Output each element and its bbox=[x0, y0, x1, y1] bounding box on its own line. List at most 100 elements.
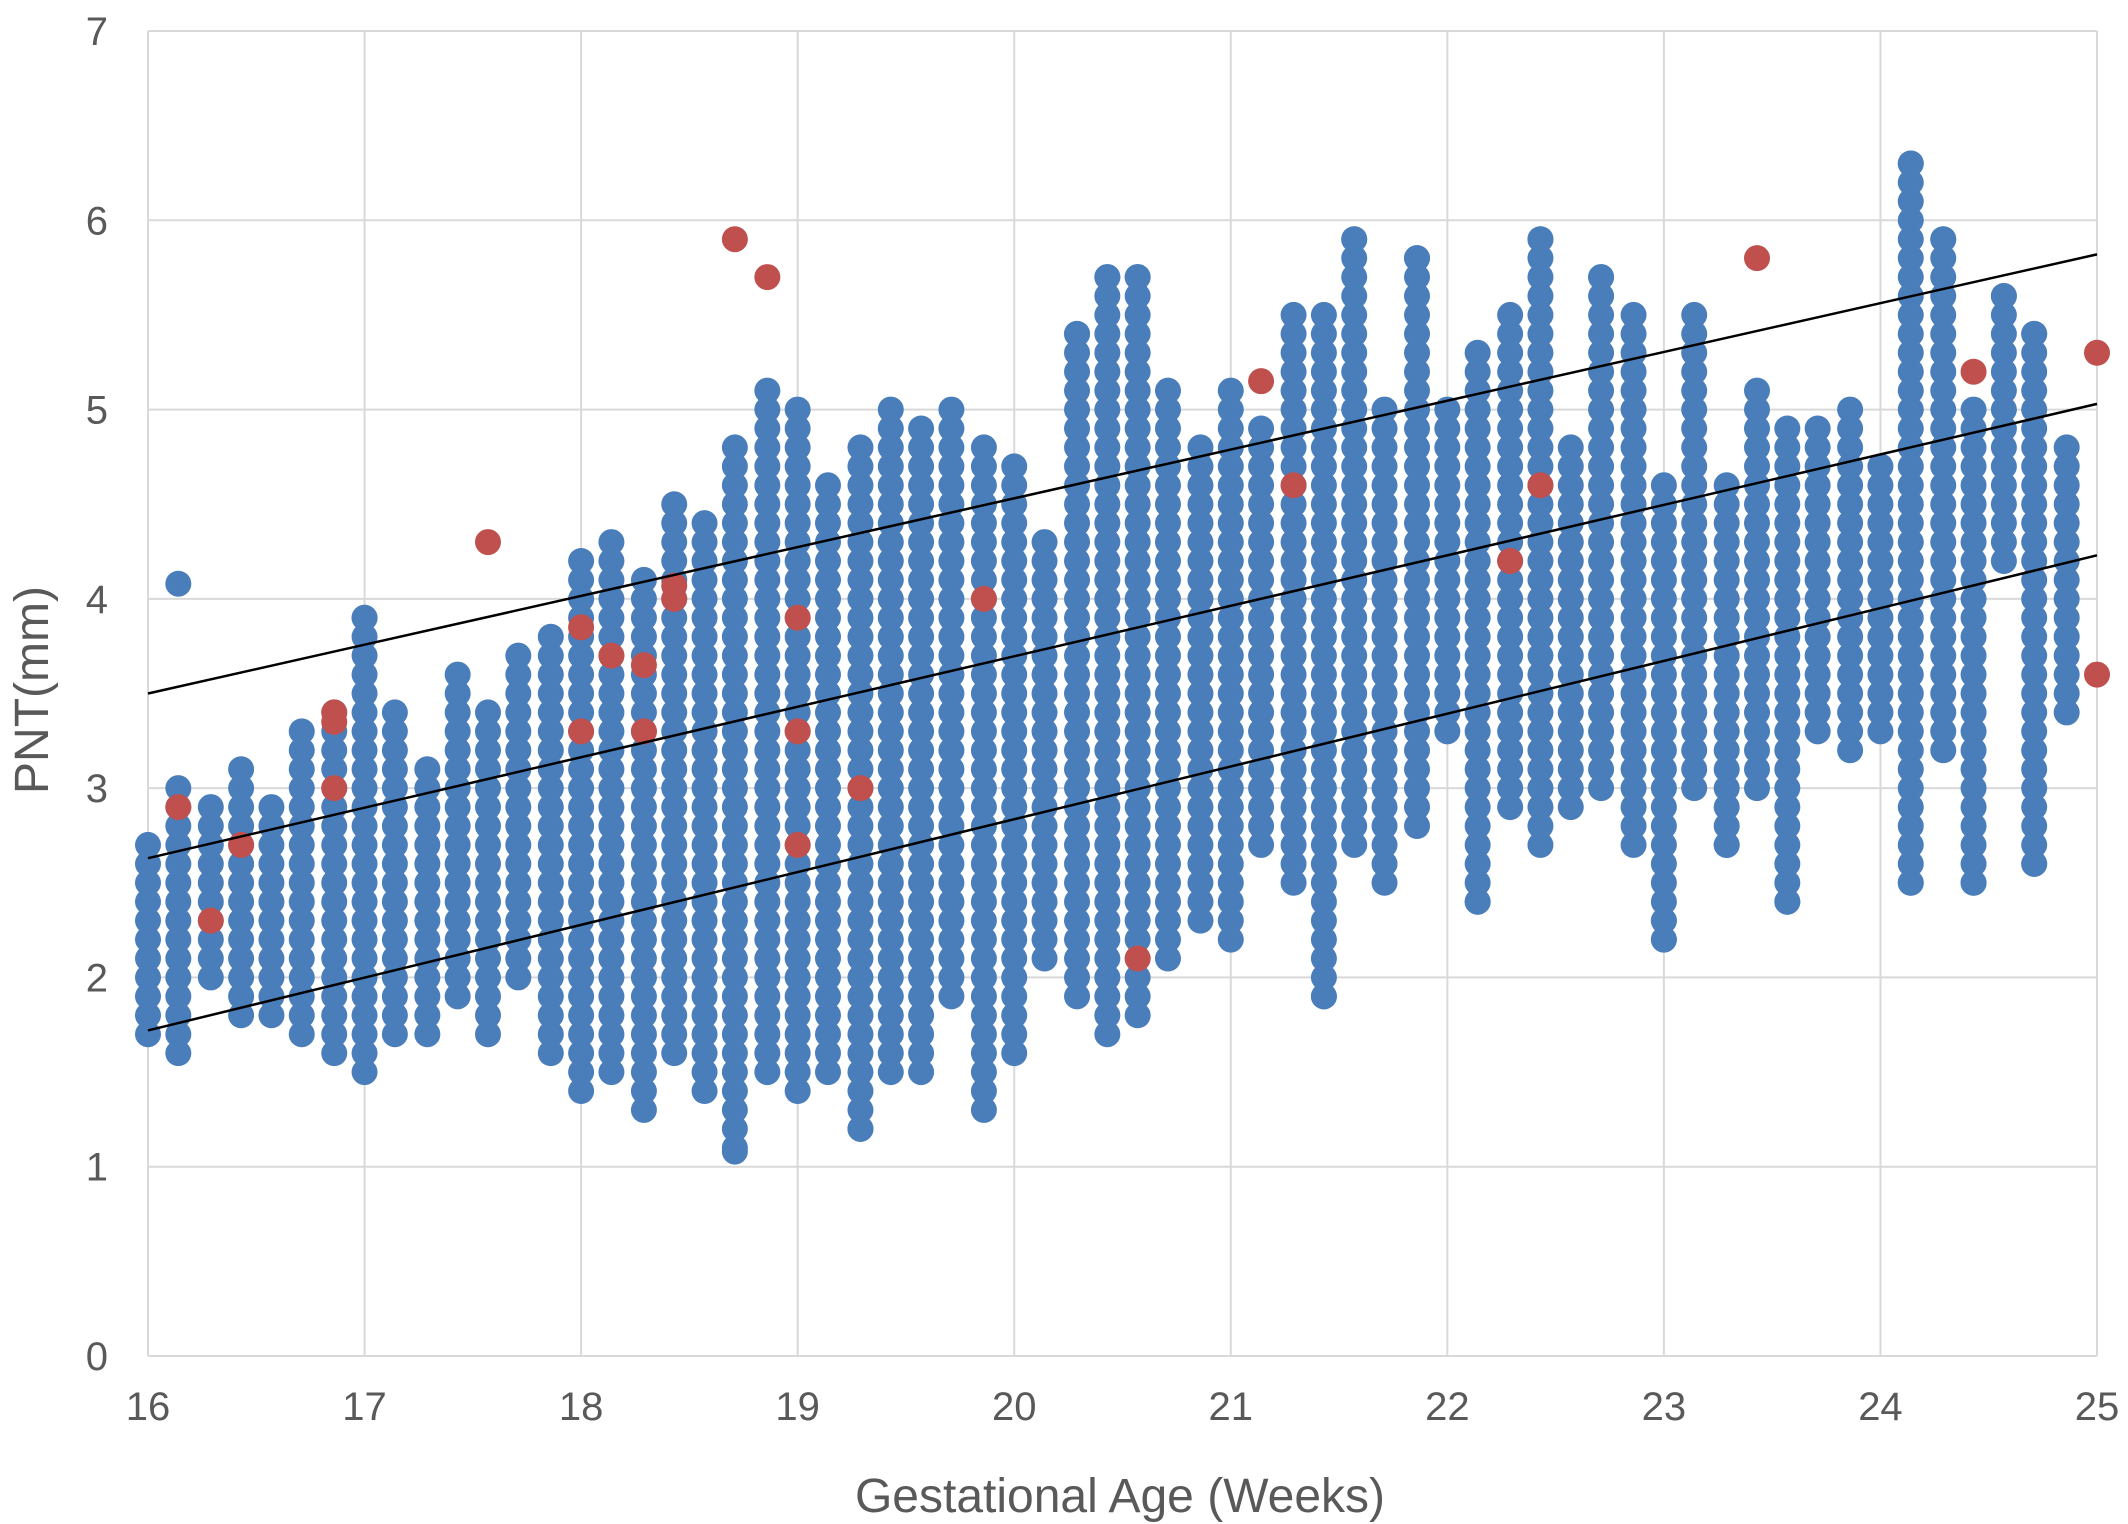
data-point bbox=[1620, 320, 1647, 347]
data-point bbox=[1650, 718, 1677, 745]
data-point bbox=[938, 699, 965, 726]
data-point bbox=[197, 964, 224, 991]
data-point bbox=[814, 604, 841, 631]
data-point bbox=[1341, 320, 1368, 347]
data-point bbox=[1713, 661, 1740, 688]
data-point bbox=[1527, 566, 1554, 593]
data-point bbox=[1527, 794, 1554, 821]
data-point bbox=[1217, 510, 1244, 537]
data-point bbox=[938, 926, 965, 953]
data-point bbox=[784, 945, 811, 972]
highlight-point bbox=[1960, 358, 1987, 385]
data-point bbox=[568, 699, 595, 726]
data-point bbox=[691, 737, 718, 764]
data-point bbox=[568, 1040, 595, 1067]
data-point bbox=[1960, 453, 1987, 480]
data-point bbox=[1310, 320, 1337, 347]
data-point bbox=[568, 983, 595, 1010]
data-point bbox=[1280, 529, 1307, 556]
data-point bbox=[444, 983, 471, 1010]
data-point bbox=[1404, 737, 1431, 764]
data-point bbox=[1031, 813, 1058, 839]
data-point bbox=[598, 945, 625, 972]
data-point bbox=[1464, 472, 1491, 499]
data-point bbox=[721, 1115, 748, 1142]
data-point bbox=[1897, 661, 1924, 688]
data-point bbox=[877, 415, 904, 442]
data-point bbox=[444, 699, 471, 726]
data-point bbox=[1434, 415, 1461, 442]
data-point bbox=[1774, 794, 1801, 821]
data-point bbox=[784, 983, 811, 1010]
data-point bbox=[598, 983, 625, 1010]
data-point bbox=[537, 1040, 564, 1067]
data-point bbox=[228, 869, 255, 896]
data-point bbox=[1497, 623, 1524, 650]
data-point bbox=[321, 1021, 348, 1048]
data-point bbox=[1713, 699, 1740, 726]
data-point bbox=[1588, 396, 1615, 423]
data-point bbox=[1154, 718, 1181, 745]
data-point bbox=[1497, 718, 1524, 745]
data-point bbox=[1464, 756, 1491, 783]
data-point bbox=[630, 983, 657, 1010]
data-point bbox=[1371, 869, 1398, 896]
data-point bbox=[1837, 661, 1864, 688]
data-point bbox=[1464, 888, 1491, 915]
data-point bbox=[1371, 850, 1398, 877]
data-point bbox=[1744, 434, 1771, 461]
data-point bbox=[258, 945, 285, 972]
data-point bbox=[1867, 661, 1894, 688]
data-point bbox=[1434, 472, 1461, 499]
data-point bbox=[630, 831, 657, 858]
data-point bbox=[1310, 661, 1337, 688]
data-point bbox=[970, 737, 997, 764]
data-point bbox=[1001, 510, 1028, 537]
data-point bbox=[1094, 301, 1121, 328]
data-point bbox=[1713, 472, 1740, 499]
data-point bbox=[2021, 453, 2048, 480]
data-point bbox=[938, 415, 965, 442]
data-point bbox=[721, 1138, 748, 1165]
data-point bbox=[1897, 775, 1924, 802]
data-point bbox=[847, 680, 874, 707]
data-point bbox=[1620, 453, 1647, 480]
data-point bbox=[1094, 491, 1121, 518]
data-point bbox=[1990, 472, 2017, 499]
data-point bbox=[1774, 869, 1801, 896]
data-point bbox=[814, 1059, 841, 1086]
data-point bbox=[908, 964, 935, 991]
data-point bbox=[1713, 642, 1740, 669]
data-point bbox=[877, 623, 904, 650]
data-point bbox=[908, 680, 935, 707]
data-point bbox=[970, 661, 997, 688]
data-point bbox=[1064, 377, 1091, 404]
data-point bbox=[1774, 585, 1801, 612]
data-point bbox=[1187, 623, 1214, 650]
data-point bbox=[1897, 377, 1924, 404]
data-point bbox=[877, 396, 904, 423]
data-point bbox=[661, 850, 688, 877]
data-point bbox=[351, 642, 378, 669]
data-point bbox=[1588, 283, 1615, 309]
data-point bbox=[1804, 585, 1831, 612]
data-point bbox=[1620, 642, 1647, 669]
data-point bbox=[1650, 813, 1677, 839]
highlight-point bbox=[2084, 661, 2110, 688]
data-point bbox=[1867, 548, 1894, 574]
data-point bbox=[1588, 566, 1615, 593]
data-point bbox=[877, 548, 904, 574]
data-point bbox=[970, 907, 997, 934]
data-point bbox=[1527, 718, 1554, 745]
data-point bbox=[1404, 548, 1431, 574]
data-point bbox=[754, 566, 781, 593]
data-point bbox=[1990, 396, 2017, 423]
data-point bbox=[1404, 396, 1431, 423]
data-point bbox=[1527, 453, 1554, 480]
data-point bbox=[847, 699, 874, 726]
data-point bbox=[938, 775, 965, 802]
highlight-point bbox=[630, 718, 657, 745]
data-point bbox=[1681, 775, 1708, 802]
data-point bbox=[1897, 264, 1924, 291]
data-point bbox=[444, 907, 471, 934]
